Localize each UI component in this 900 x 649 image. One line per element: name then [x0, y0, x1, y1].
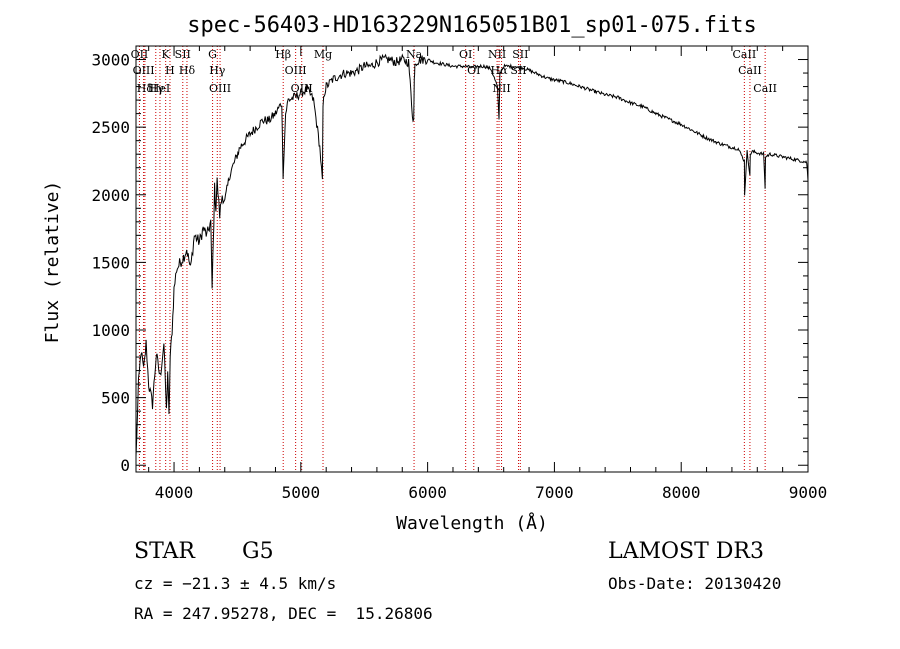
spectrum-line	[135, 53, 809, 457]
x-tick-label: 9000	[789, 483, 828, 502]
reference-line-label: Hβ	[275, 48, 291, 61]
y-axis-label: Flux (relative)	[42, 181, 63, 344]
reference-line-label: G	[208, 48, 217, 61]
x-axis-ticks: 4000 5000 6000 7000 8000 9000	[148, 46, 828, 502]
reference-line-label: SII	[510, 64, 526, 77]
reference-line-label: CaII	[753, 82, 777, 95]
object-type: STAR	[134, 539, 195, 564]
x-tick-label: 8000	[662, 483, 701, 502]
y-tick-label: 2500	[91, 118, 130, 137]
x-tick-label: 5000	[282, 483, 321, 502]
reference-line-label: H	[165, 64, 175, 77]
x-tick-label: 4000	[155, 483, 194, 502]
reference-line-label: OIII	[133, 64, 155, 77]
reference-line-label: HeI	[150, 82, 170, 95]
x-tick-label: 7000	[535, 483, 574, 502]
y-axis-ticks: 0 500 1000 1500 2000 2500 3000	[91, 51, 808, 475]
reference-line-label: Na	[406, 48, 423, 61]
reference-line-label: OII	[131, 48, 149, 61]
y-tick-label: 0	[120, 456, 130, 475]
reference-line-label: Hδ	[179, 64, 196, 77]
redshift-info: cz = −21.3 ± 4.5 km/s	[134, 574, 337, 593]
reference-line-label: OIII	[285, 64, 307, 77]
observation-date: Obs-Date: 20130420	[608, 574, 782, 593]
reference-line-label: CaII	[738, 64, 762, 77]
reference-line-label: Hγ	[148, 82, 165, 95]
x-axis-label: Wavelength (Å)	[396, 512, 548, 534]
reference-line-label: Mg	[314, 48, 332, 61]
spectral-subclass: G5	[242, 539, 274, 564]
spectrum-series	[135, 53, 809, 457]
y-tick-label: 500	[101, 389, 130, 408]
y-tick-label: 2000	[91, 186, 130, 205]
reference-line-label: NII	[492, 82, 510, 95]
y-tick-label: 3000	[91, 51, 130, 70]
coordinates: RA = 247.95278, DEC = 15.26806	[134, 604, 433, 623]
y-tick-label: 1500	[91, 253, 130, 272]
survey-name: LAMOST DR3	[608, 539, 764, 564]
reference-line-label: OIII	[209, 82, 231, 95]
reference-line-label: K	[162, 48, 171, 61]
reference-line-label: CaII	[733, 48, 757, 61]
reference-line-label: SII	[175, 48, 191, 61]
reference-line-label: SII	[512, 48, 528, 61]
reference-line-label: OI	[459, 48, 472, 61]
reference-line-label: Hγ	[209, 64, 226, 77]
reference-line-label: Hδ	[137, 82, 154, 95]
reference-labels: OIIOIIIHδHγHeIKHSIIHδGHγOIIIHβOIIIOIIIMg…	[131, 48, 777, 95]
y-tick-label: 1000	[91, 321, 130, 340]
x-tick-label: 6000	[408, 483, 447, 502]
plot-frame	[135, 45, 809, 473]
reference-line-label: NII	[488, 48, 506, 61]
reference-lines	[138, 46, 766, 472]
chart-title: spec-56403-HD163229N165051B01_sp01-075.f…	[187, 13, 757, 38]
